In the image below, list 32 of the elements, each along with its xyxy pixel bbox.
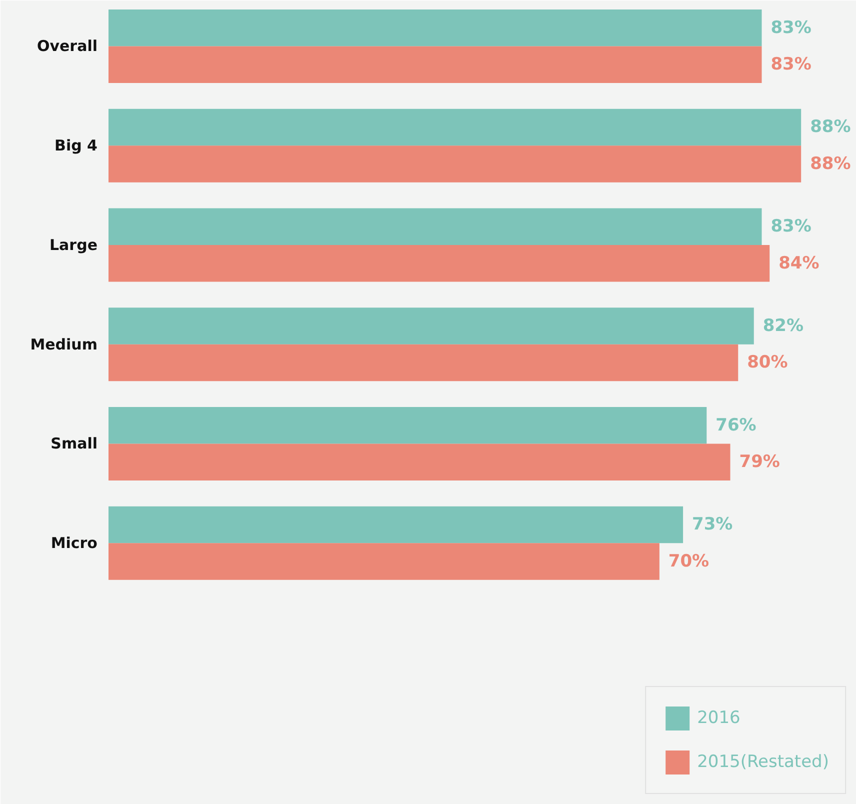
data-label: 80% xyxy=(747,352,788,373)
data-label: 83% xyxy=(770,216,812,237)
y-tick-label: Big 4 xyxy=(54,136,98,155)
bar xyxy=(108,9,762,46)
bar xyxy=(108,543,660,580)
bar xyxy=(108,46,762,83)
data-label: 76% xyxy=(716,415,756,436)
bar xyxy=(108,444,730,481)
legend-label: 2015(Restated) xyxy=(697,752,829,772)
data-label: 73% xyxy=(692,514,733,535)
data-label: 88% xyxy=(810,154,851,174)
data-label: 79% xyxy=(739,452,780,472)
bar xyxy=(108,506,684,544)
bar xyxy=(108,308,754,344)
data-label: 83% xyxy=(770,18,812,38)
legend-label: 2016 xyxy=(697,708,742,728)
bar xyxy=(108,406,707,444)
y-tick-label: Small xyxy=(50,434,98,453)
data-label: 83% xyxy=(770,54,812,75)
bar xyxy=(108,146,802,182)
data-label: 84% xyxy=(778,253,820,274)
bar xyxy=(108,208,762,245)
data-label: 82% xyxy=(762,316,804,336)
y-tick-label: Medium xyxy=(30,335,98,354)
y-tick-label: Micro xyxy=(50,534,98,552)
y-tick-label: Overall xyxy=(36,37,98,56)
bar xyxy=(108,344,738,382)
bar xyxy=(108,244,770,282)
data-label: 88% xyxy=(810,117,851,138)
y-tick-label: Large xyxy=(50,236,98,254)
data-label: 70% xyxy=(668,552,710,572)
bar xyxy=(108,108,802,146)
